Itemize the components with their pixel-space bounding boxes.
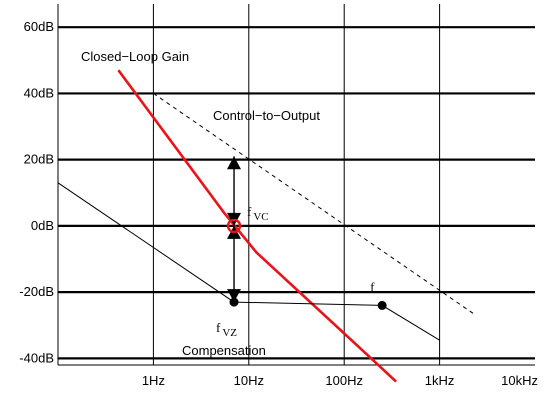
y-tick-labels: 60dB 40dB 20dB 0dB -20dB -40dB — [19, 19, 54, 365]
grid — [57, 4, 535, 366]
x-tick-label: 10Hz — [234, 373, 264, 388]
y-tick-label: 20dB — [24, 152, 54, 167]
fp-label: f — [370, 279, 375, 294]
control-to-output-series-label: Control−to−Output — [213, 108, 320, 123]
frequency-markers: f VC f VZ f — [216, 204, 387, 339]
fvz-marker — [229, 297, 239, 307]
fvc-marker — [226, 218, 242, 234]
series-labels: Closed−Loop Gain Control−to−Output Compens… — [81, 49, 320, 358]
arrowhead-down — [227, 289, 241, 303]
y-tick-label: 0dB — [31, 218, 54, 233]
x-tick-label: 10kHz — [501, 373, 538, 388]
closed-loop-line — [117, 69, 397, 383]
y-tick-label: 60dB — [24, 19, 54, 34]
compensation-series-label: Compensation — [182, 343, 266, 358]
y-tick-label: -20dB — [19, 284, 54, 299]
fvz-label: f VZ — [216, 320, 237, 339]
fp-marker — [377, 300, 387, 310]
y-tick-label: 40dB — [24, 85, 54, 100]
arrowhead-up — [227, 156, 241, 170]
x-tick-labels: 1Hz 10Hz 100Hz 1kHz 10kHz — [142, 373, 538, 388]
control-to-output-line — [153, 92, 477, 316]
series-lines — [57, 69, 477, 383]
compensation-line — [57, 182, 440, 341]
x-tick-label: 100Hz — [325, 373, 363, 388]
fvc-label: f VC — [247, 204, 269, 223]
x-tick-label: 1Hz — [142, 373, 165, 388]
x-tick-label: 1kHz — [425, 373, 455, 388]
y-tick-label: -40dB — [19, 350, 54, 365]
closed-loop-series-label: Closed−Loop Gain — [81, 49, 189, 64]
